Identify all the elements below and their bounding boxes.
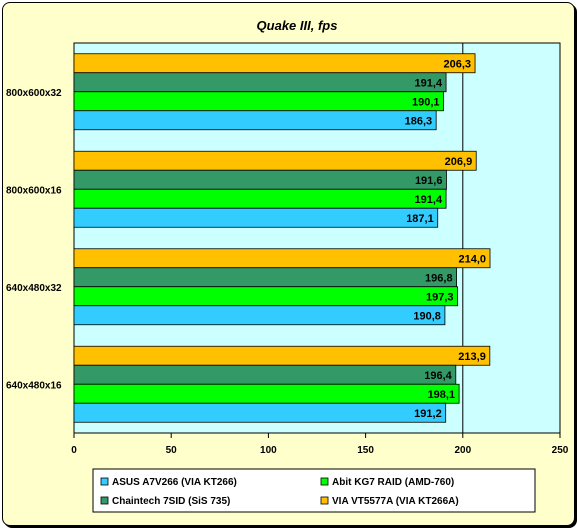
bar-800x600x16-3 xyxy=(73,207,439,228)
data-label-800x600x32-2: 190,1 xyxy=(412,96,440,108)
bar-640x480x16-2 xyxy=(73,383,460,404)
x-tick-label-2: 100 xyxy=(260,445,277,456)
bar-800x600x32-3 xyxy=(73,110,437,131)
data-label-800x600x16-3: 187,1 xyxy=(406,213,434,225)
data-label-800x600x32-0: 206,3 xyxy=(444,58,472,70)
legend-swatch-2 xyxy=(100,496,109,505)
x-tick-label-3: 150 xyxy=(357,445,374,456)
data-label-800x600x32-1: 191,4 xyxy=(415,77,443,89)
category-label-3: 640x480x16 xyxy=(6,380,62,391)
category-label-2: 640x480x32 xyxy=(6,283,62,294)
bar-800x600x16-1 xyxy=(73,169,447,190)
category-label-0: 800x600x32 xyxy=(6,88,62,99)
data-label-640x480x32-0: 214,0 xyxy=(458,253,486,265)
legend-swatch-3 xyxy=(320,496,329,505)
category-label-1: 800x600x16 xyxy=(6,185,62,196)
data-label-800x600x16-1: 191,6 xyxy=(415,175,443,187)
data-label-640x480x16-0: 213,9 xyxy=(458,351,486,363)
chart-title: Quake III, fps xyxy=(257,18,338,33)
x-tick-label-5: 250 xyxy=(552,445,569,456)
legend-label-2: Chaintech 7SID (SiS 735) xyxy=(112,496,230,507)
bar-800x600x16-2 xyxy=(73,188,447,209)
x-tick-label-4: 200 xyxy=(454,445,471,456)
data-label-800x600x16-2: 191,4 xyxy=(415,194,443,206)
x-tick-label-0: 0 xyxy=(71,445,77,456)
legend-label-3: VIA VT5577A (VIA KT266A) xyxy=(332,496,459,507)
data-label-800x600x32-3: 186,3 xyxy=(405,115,433,127)
data-label-640x480x16-1: 196,4 xyxy=(424,370,452,382)
bar-800x600x32-1 xyxy=(73,72,447,93)
legend-label-1: Abit KG7 RAID (AMD-760) xyxy=(332,477,454,488)
bar-640x480x32-3 xyxy=(73,305,446,326)
bar-640x480x32-0 xyxy=(73,248,491,269)
legend-label-0: ASUS A7V266 (VIA KT266) xyxy=(112,477,237,488)
data-label-640x480x16-2: 198,1 xyxy=(428,389,456,401)
data-label-640x480x16-3: 191,2 xyxy=(414,408,442,420)
bar-800x600x32-2 xyxy=(73,91,444,112)
data-label-640x480x32-2: 197,3 xyxy=(426,291,454,303)
bar-640x480x16-3 xyxy=(73,402,447,423)
x-tick-label-1: 50 xyxy=(166,445,178,456)
bar-800x600x32-0 xyxy=(73,53,476,74)
legend-swatch-1 xyxy=(320,477,329,486)
data-label-800x600x16-0: 206,9 xyxy=(445,156,473,168)
bar-640x480x32-1 xyxy=(73,267,457,288)
legend-swatch-0 xyxy=(100,477,109,486)
bar-640x480x16-1 xyxy=(73,364,457,385)
legend-box xyxy=(92,468,536,513)
bar-640x480x32-2 xyxy=(73,286,458,307)
bar-800x600x16-0 xyxy=(73,150,477,171)
bar-640x480x16-0 xyxy=(73,345,491,366)
data-label-640x480x32-1: 196,8 xyxy=(425,272,453,284)
data-label-640x480x32-3: 190,8 xyxy=(413,310,441,322)
